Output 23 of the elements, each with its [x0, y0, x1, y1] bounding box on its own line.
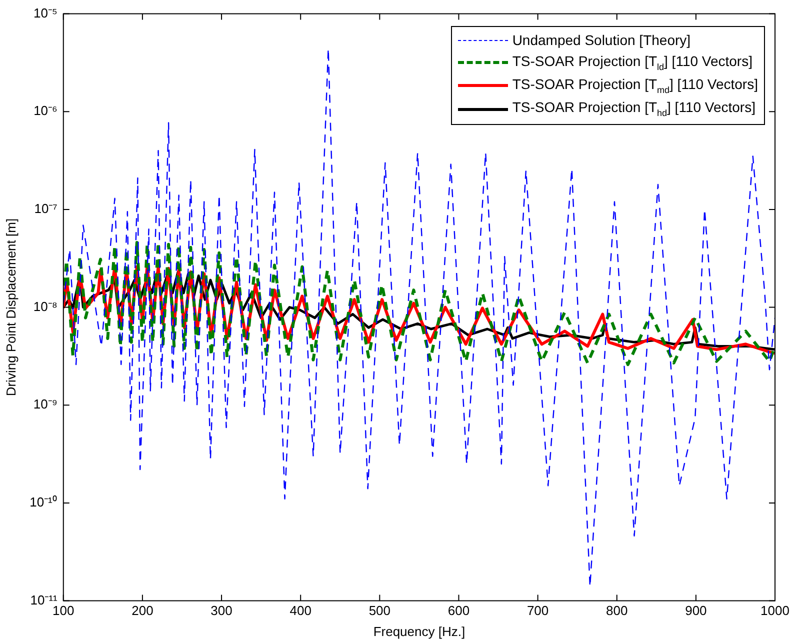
- x-tick-label: 1000: [760, 603, 790, 618]
- x-tick-label: 500: [368, 603, 391, 618]
- line-series: [63, 48, 775, 588]
- y-tick-label: 10⁻⁵: [34, 5, 58, 20]
- y-tick-label: 10⁻⁶: [34, 103, 58, 118]
- x-tick-label: 300: [210, 603, 232, 618]
- x-tick-label: 200: [132, 603, 154, 618]
- y-tick-label: 10⁻⁸: [33, 298, 58, 314]
- x-tick-label: 700: [526, 603, 549, 618]
- y-tick-label: 10⁻⁹: [33, 396, 58, 412]
- legend-label: TS-SOAR Projection [T$_{md}$] [110 Vectors]: [512, 75, 758, 97]
- x-tick-label: 600: [448, 603, 470, 618]
- y-axis-title: Driving Point Displacement [m]: [3, 218, 18, 396]
- x-tick-label: 400: [290, 603, 312, 618]
- legend-label: TS-SOAR Projection [T$_{hd}$] [110 Vectors]: [512, 98, 756, 120]
- x-tick-label: 900: [685, 603, 707, 618]
- legend-label: TS-SOAR Projection [T$_{ld}$] [110 Vectors]: [512, 52, 752, 74]
- x-axis-title: Frequency [Hz.]: [373, 624, 466, 639]
- x-tick-label: 800: [606, 603, 628, 618]
- y-tick-label: 10⁻¹⁰: [30, 494, 58, 510]
- line-series: [63, 240, 775, 366]
- legend-label: Undamped Solution [Theory]: [512, 30, 691, 50]
- y-tick-label: 10⁻⁷: [34, 201, 58, 216]
